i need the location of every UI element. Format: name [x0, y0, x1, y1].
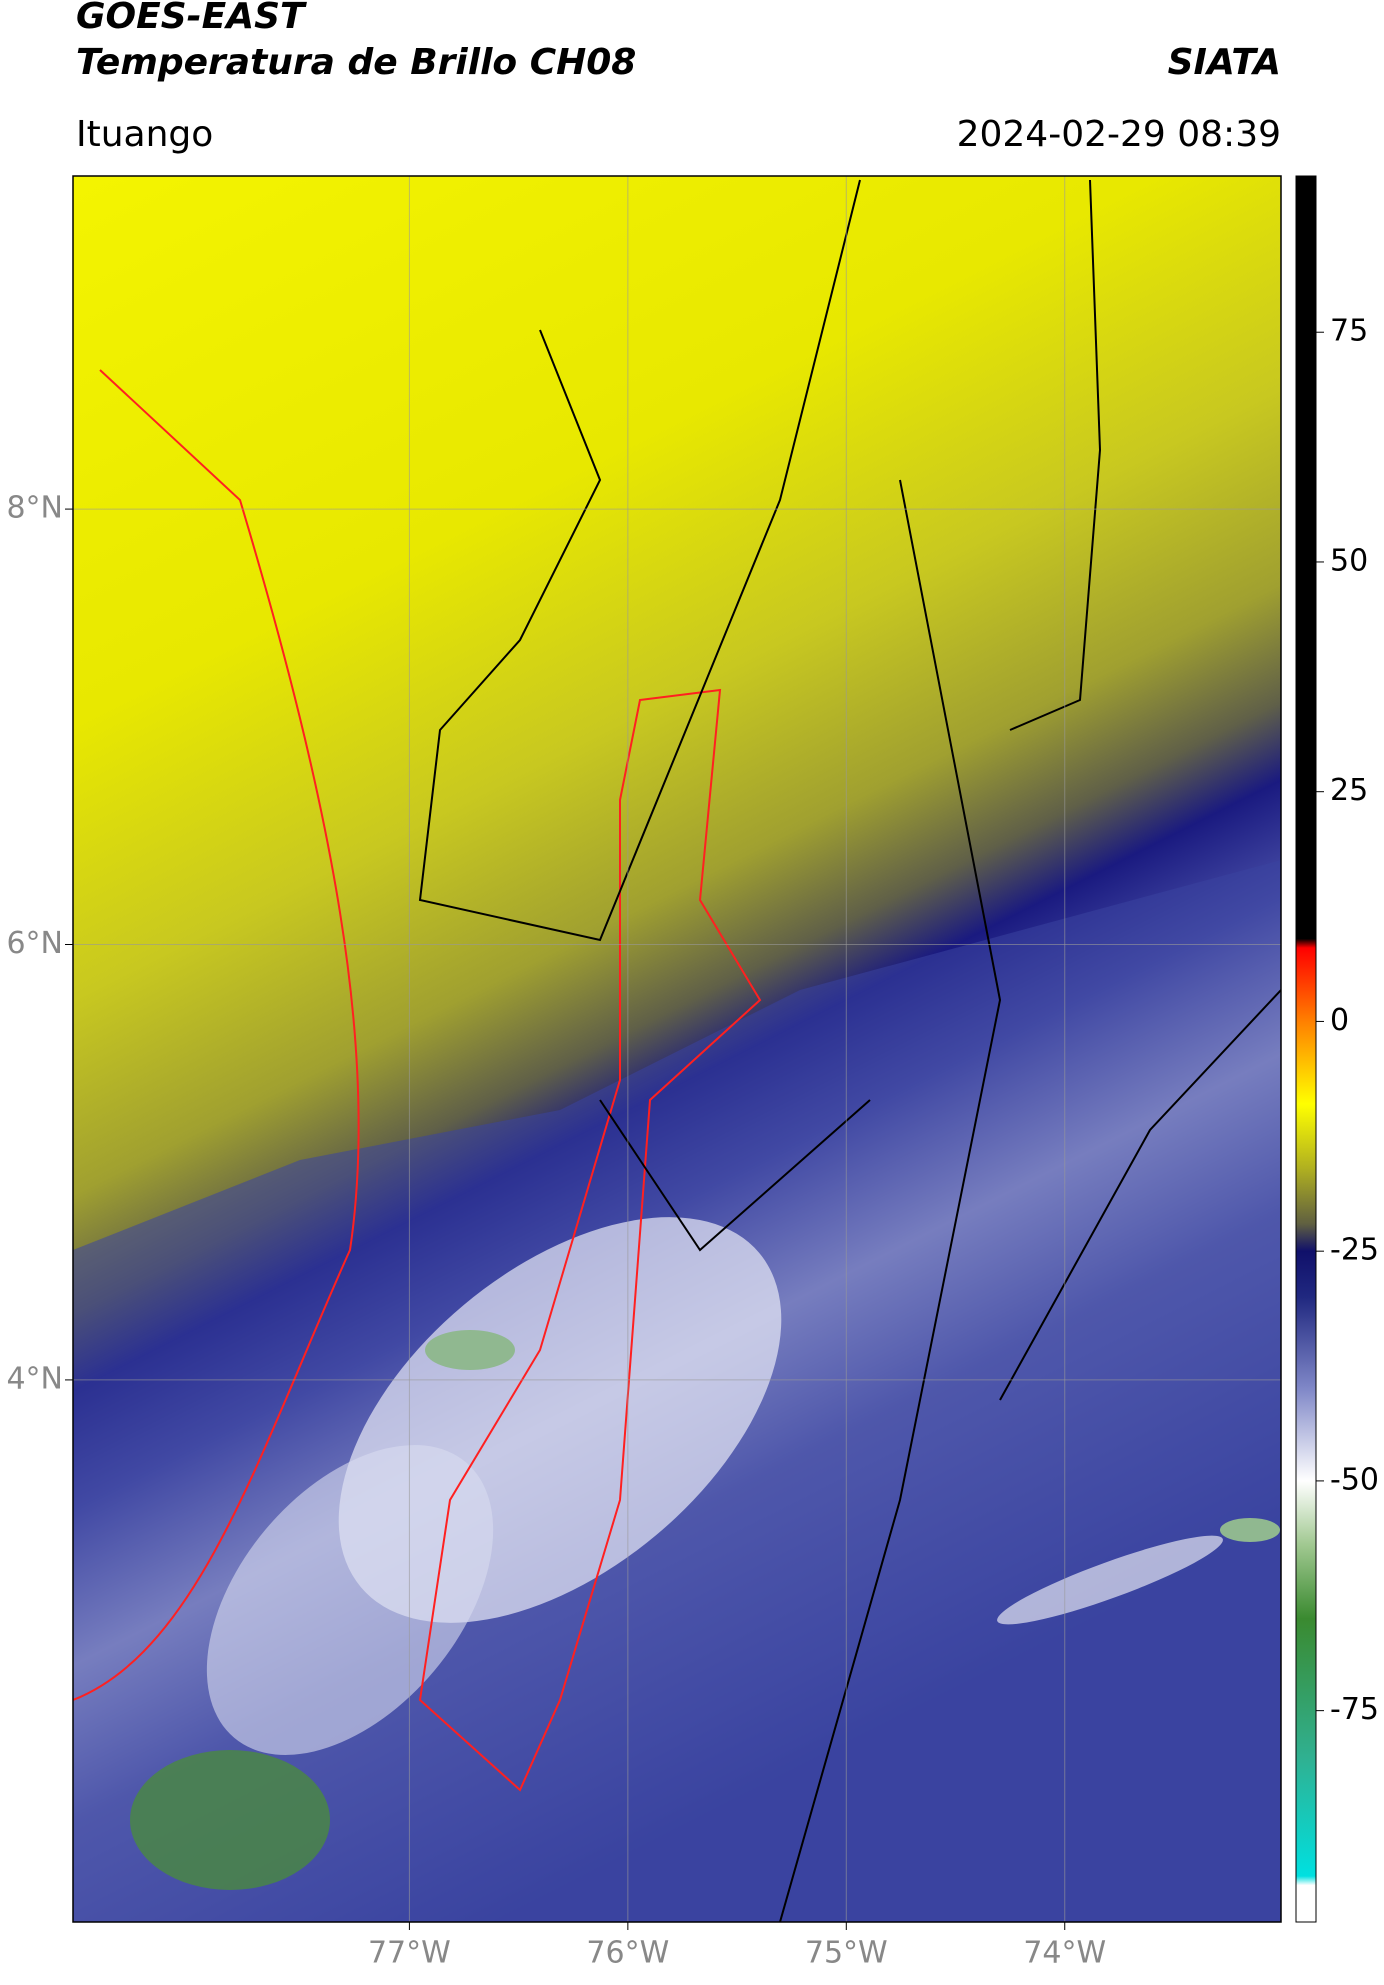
x-tick-label: 76°W: [586, 1936, 669, 1971]
agency: SIATA: [1168, 42, 1281, 83]
product: Temperatura de Brillo CH08: [76, 42, 636, 83]
colorbar-label: 25: [1330, 773, 1368, 808]
x-tick-label: 77°W: [368, 1936, 451, 1971]
region: Ituango: [76, 114, 213, 155]
timestamp: 2024-02-29 08:39: [957, 114, 1281, 155]
satellite: GOES-EAST: [76, 0, 307, 37]
colorbar-label: 0: [1330, 1003, 1349, 1038]
colorbar-label: -25: [1330, 1233, 1379, 1268]
imagery: [73, 176, 1281, 1922]
colorbar: [1295, 175, 1317, 1923]
x-tick-label: 75°W: [805, 1936, 888, 1971]
y-tick-label: 8°N: [6, 491, 63, 526]
map-frame: [72, 175, 1282, 1923]
colorbar-label: -50: [1330, 1462, 1379, 1497]
y-tick-label: 4°N: [6, 1361, 63, 1396]
colorbar-label: 50: [1330, 543, 1368, 578]
y-tick-label: 6°N: [6, 926, 63, 961]
colorbar-label: -75: [1330, 1692, 1379, 1727]
colorbar-label: 75: [1330, 314, 1368, 349]
x-tick-label: 74°W: [1023, 1936, 1106, 1971]
